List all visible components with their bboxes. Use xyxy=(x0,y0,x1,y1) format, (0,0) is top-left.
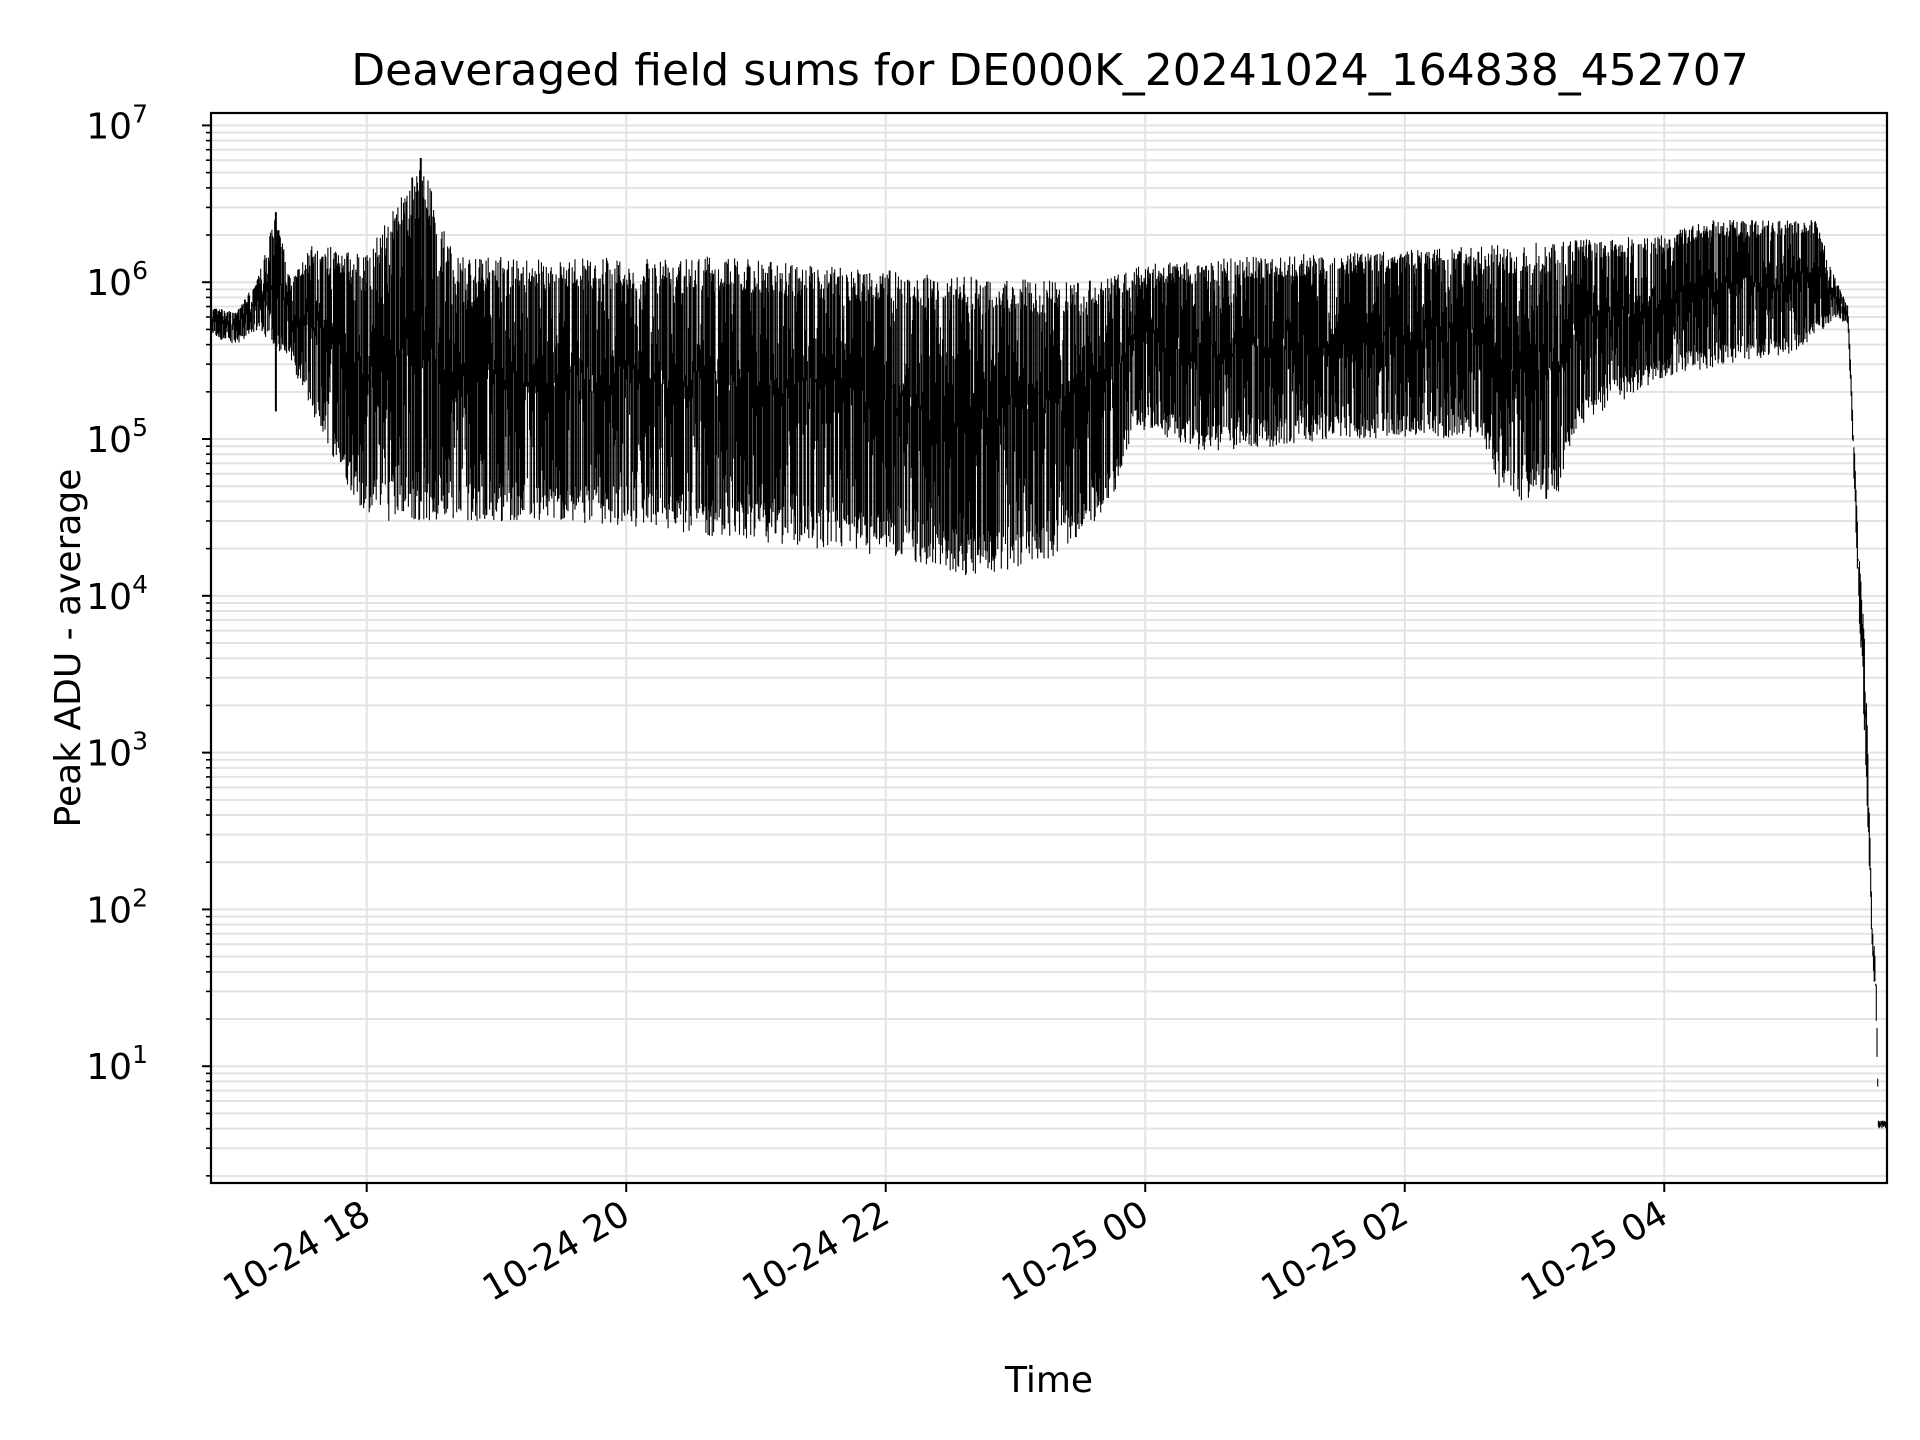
y-tick-label: 106 xyxy=(86,256,148,304)
y-axis-label: Peak ADU - average xyxy=(48,469,89,828)
y-tick-base: 10 xyxy=(86,106,132,147)
y-tick-exponent: 5 xyxy=(132,413,148,442)
y-tick-label: 102 xyxy=(86,883,148,931)
data-series xyxy=(211,157,1887,1129)
series-line xyxy=(211,170,1887,1129)
y-tick-label: 103 xyxy=(86,727,148,775)
y-tick-exponent: 6 xyxy=(132,256,148,285)
y-tick-label: 105 xyxy=(86,413,148,461)
y-tick-label: 104 xyxy=(86,570,148,618)
y-tick-base: 10 xyxy=(86,890,132,931)
chart-title: Deaveraged field sums for DE000K_2024102… xyxy=(351,45,1748,96)
y-tick-label: 107 xyxy=(86,99,148,147)
plot-frame xyxy=(209,111,1889,1185)
y-tick-exponent: 2 xyxy=(132,883,148,912)
y-tick-label: 101 xyxy=(86,1040,148,1088)
y-tick-exponent: 7 xyxy=(132,99,148,128)
tick-marks xyxy=(202,124,1666,1192)
x-axis-label: Time xyxy=(1004,1360,1093,1401)
y-tick-exponent: 3 xyxy=(132,727,148,756)
y-tick-base: 10 xyxy=(86,263,132,304)
y-tick-base: 10 xyxy=(86,577,132,618)
y-tick-base: 10 xyxy=(86,420,132,461)
y-tick-exponent: 4 xyxy=(132,570,148,599)
y-tick-base: 10 xyxy=(86,1047,132,1088)
y-tick-base: 10 xyxy=(86,734,132,775)
y-tick-exponent: 1 xyxy=(132,1040,148,1069)
